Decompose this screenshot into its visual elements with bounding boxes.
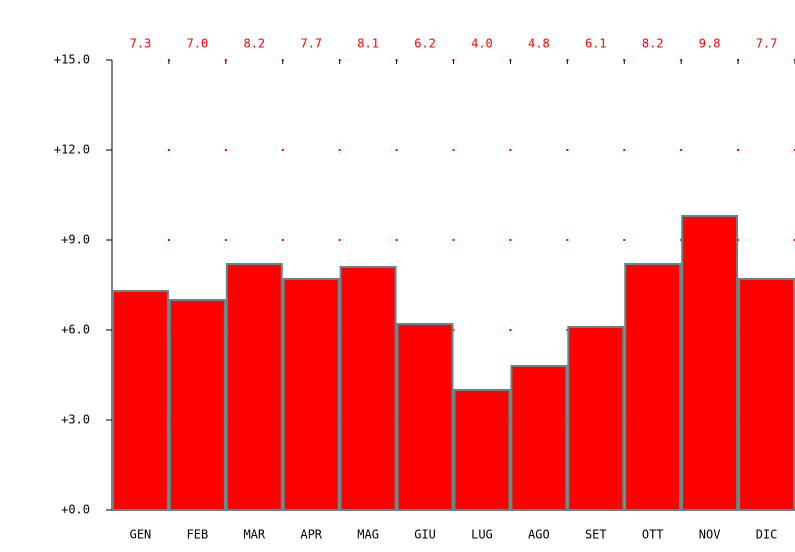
x-tick-label: MAR [243,528,265,542]
value-label: 7.7 [756,37,778,51]
x-tick-label: LUG [471,528,493,542]
x-tick-label: DIC [756,528,778,542]
grid-dot [566,149,569,151]
value-label: 8.2 [642,37,664,51]
grid-dot [281,149,284,151]
x-tick-label: MAG [357,528,379,542]
grid-dot [395,149,398,151]
bar [112,290,169,511]
y-tick-label: +12.0 [54,143,90,157]
x-tick-label: APR [300,528,322,542]
grid-dot [395,329,398,331]
grid-dot [281,239,284,241]
value-label: 4.0 [471,37,493,51]
grid-dot [452,239,455,241]
grid-dot [167,239,170,241]
value-label: 7.3 [130,37,152,51]
grid-dot [338,149,341,151]
value-label: 7.0 [187,37,209,51]
x-tick-label: GEN [130,528,152,542]
value-label: 9.8 [699,37,721,51]
bar [453,389,511,511]
x-tick-label: GIU [414,528,436,542]
grid-dot [623,149,626,151]
value-label: 7.7 [300,37,322,51]
grid-dot [566,239,569,241]
value-label: 6.1 [585,37,607,51]
grid-dot [395,239,398,241]
x-tick-label: OTT [642,528,664,542]
y-tick-label: +15.0 [54,53,90,67]
bar [282,278,340,511]
y-tick-label: +3.0 [61,413,90,427]
grid-dot [737,149,740,151]
x-tick-label: NOV [699,528,721,542]
y-tick-label: +6.0 [61,323,90,337]
grid-dot [509,149,512,151]
grid-dot [395,419,398,421]
bar [681,215,739,511]
y-tick-label: +9.0 [61,233,90,247]
grid-dot [338,239,341,241]
bar [225,263,283,511]
x-tick-label: SET [585,528,607,542]
grid-dot [224,239,227,241]
bar [567,326,625,511]
grid-dot [623,239,626,241]
grid-dot [224,149,227,151]
grid-dot [509,239,512,241]
grid-dot [281,329,284,331]
grid-dot [680,149,683,151]
value-label: 8.1 [357,37,379,51]
y-tick-label: +0.0 [61,503,90,517]
bar [738,278,795,511]
x-tick-label: FEB [187,528,209,542]
bar [624,263,682,511]
grid-dot [167,149,170,151]
x-tick-label: AGO [528,528,550,542]
grid-dot [281,419,284,421]
bar [396,323,454,511]
grid-dot [509,329,512,331]
value-label: 6.2 [414,37,436,51]
value-label: 8.2 [243,37,265,51]
value-label: 4.8 [528,37,550,51]
bar [339,266,397,511]
grid-dot [452,149,455,151]
bar [168,299,226,511]
bar [510,365,568,511]
